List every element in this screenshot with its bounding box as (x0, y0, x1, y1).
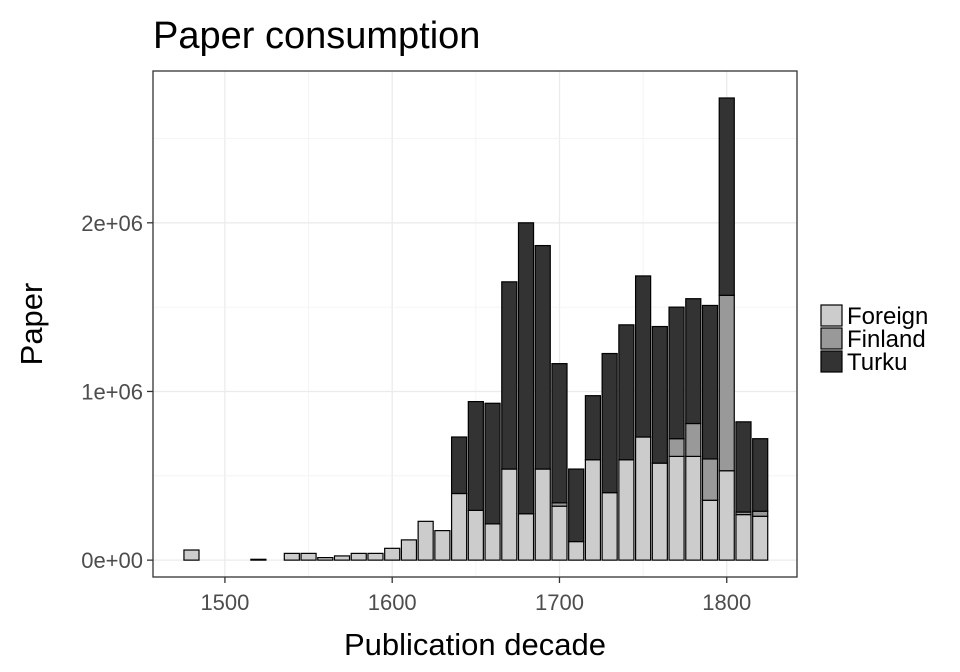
bar-foreign-1760 (651, 462, 668, 561)
bar-foreign-1480 (183, 549, 200, 561)
bar-foreign-1810 (735, 513, 752, 561)
bar-turku-1770 (668, 306, 685, 440)
bar-turku-1790 (701, 304, 719, 460)
bar-foreign-1660 (484, 523, 501, 561)
bar-turku-1750 (634, 275, 652, 438)
bar-turku-1670 (501, 281, 518, 470)
bar-turku-1690 (534, 244, 551, 470)
bar-turku-1680 (517, 222, 535, 515)
bar-finland-1770 (668, 438, 685, 458)
bar-foreign-1820 (752, 515, 769, 561)
bar-foreign-1560 (317, 557, 334, 561)
bar-foreign-1580 (350, 552, 367, 561)
bar-foreign-1700 (551, 505, 568, 561)
y-tick-label: 0e+00 (81, 548, 143, 573)
bar-finland-1780 (685, 422, 702, 458)
legend-label-foreign: Foreign (847, 303, 928, 330)
bar-foreign-1790 (701, 499, 719, 561)
bar-foreign-1710 (568, 540, 585, 561)
bar-foreign-1730 (601, 492, 618, 561)
bar-foreign-1640 (450, 492, 468, 561)
bar-turku-1650 (467, 400, 484, 511)
legend-key-finland (820, 327, 843, 350)
bar-foreign-1620 (417, 520, 434, 561)
plot-panel-border (152, 70, 798, 578)
bar-foreign-1520 (250, 558, 267, 561)
legend-label-turku: Turku (847, 349, 907, 376)
bar-finland-1800 (718, 294, 735, 472)
x-tick-label: 1800 (702, 590, 751, 615)
bar-foreign-1570 (333, 555, 351, 561)
bars (183, 97, 769, 561)
chart-title: Paper consumption (153, 15, 480, 57)
legend-key-foreign (820, 304, 843, 327)
bar-turku-1710 (568, 468, 585, 543)
x-tick-label: 1600 (368, 590, 417, 615)
bar-foreign-1540 (283, 552, 300, 561)
bar-foreign-1650 (467, 509, 484, 561)
legend-label-finland: Finland (847, 326, 926, 353)
bar-foreign-1590 (367, 552, 384, 561)
bar-turku-1660 (484, 402, 501, 525)
bar-foreign-1750 (634, 436, 652, 561)
bar-turku-1800 (718, 97, 735, 296)
y-tick-label: 2e+06 (81, 211, 143, 236)
legend-key-turku (820, 350, 843, 373)
y-axis-title: Paper (14, 283, 49, 366)
bar-turku-1730 (601, 352, 618, 494)
bar-finland-1820 (752, 510, 769, 517)
bar-foreign-1550 (300, 552, 317, 561)
bar-foreign-1770 (668, 455, 685, 561)
x-tick-label: 1500 (200, 590, 249, 615)
bar-foreign-1740 (618, 459, 635, 561)
bar-foreign-1780 (685, 455, 702, 561)
bar-foreign-1610 (400, 539, 418, 561)
bar-turku-1780 (685, 298, 702, 425)
bar-foreign-1670 (501, 468, 518, 561)
bar-turku-1720 (584, 395, 602, 461)
bar-foreign-1680 (517, 513, 535, 561)
bar-foreign-1600 (384, 547, 401, 561)
x-tick-label: 1700 (535, 590, 584, 615)
bar-turku-1640 (450, 436, 468, 495)
bar-turku-1760 (651, 325, 668, 464)
y-axis: 0e+00 1e+06 2e+06 (81, 211, 153, 573)
bar-foreign-1690 (534, 468, 551, 561)
bar-foreign-1720 (584, 459, 602, 561)
y-tick-label: 1e+06 (81, 379, 143, 404)
bar-turku-1810 (735, 421, 752, 513)
bar-finland-1790 (701, 458, 719, 501)
bar-foreign-1800 (718, 470, 735, 561)
x-axis: 1500 1600 1700 1800 (200, 577, 751, 615)
bar-turku-1820 (752, 438, 769, 512)
x-axis-title: Publication decade (344, 627, 606, 662)
bar-turku-1700 (551, 363, 568, 504)
bar-turku-1740 (618, 324, 635, 461)
bar-foreign-1630 (434, 530, 451, 561)
